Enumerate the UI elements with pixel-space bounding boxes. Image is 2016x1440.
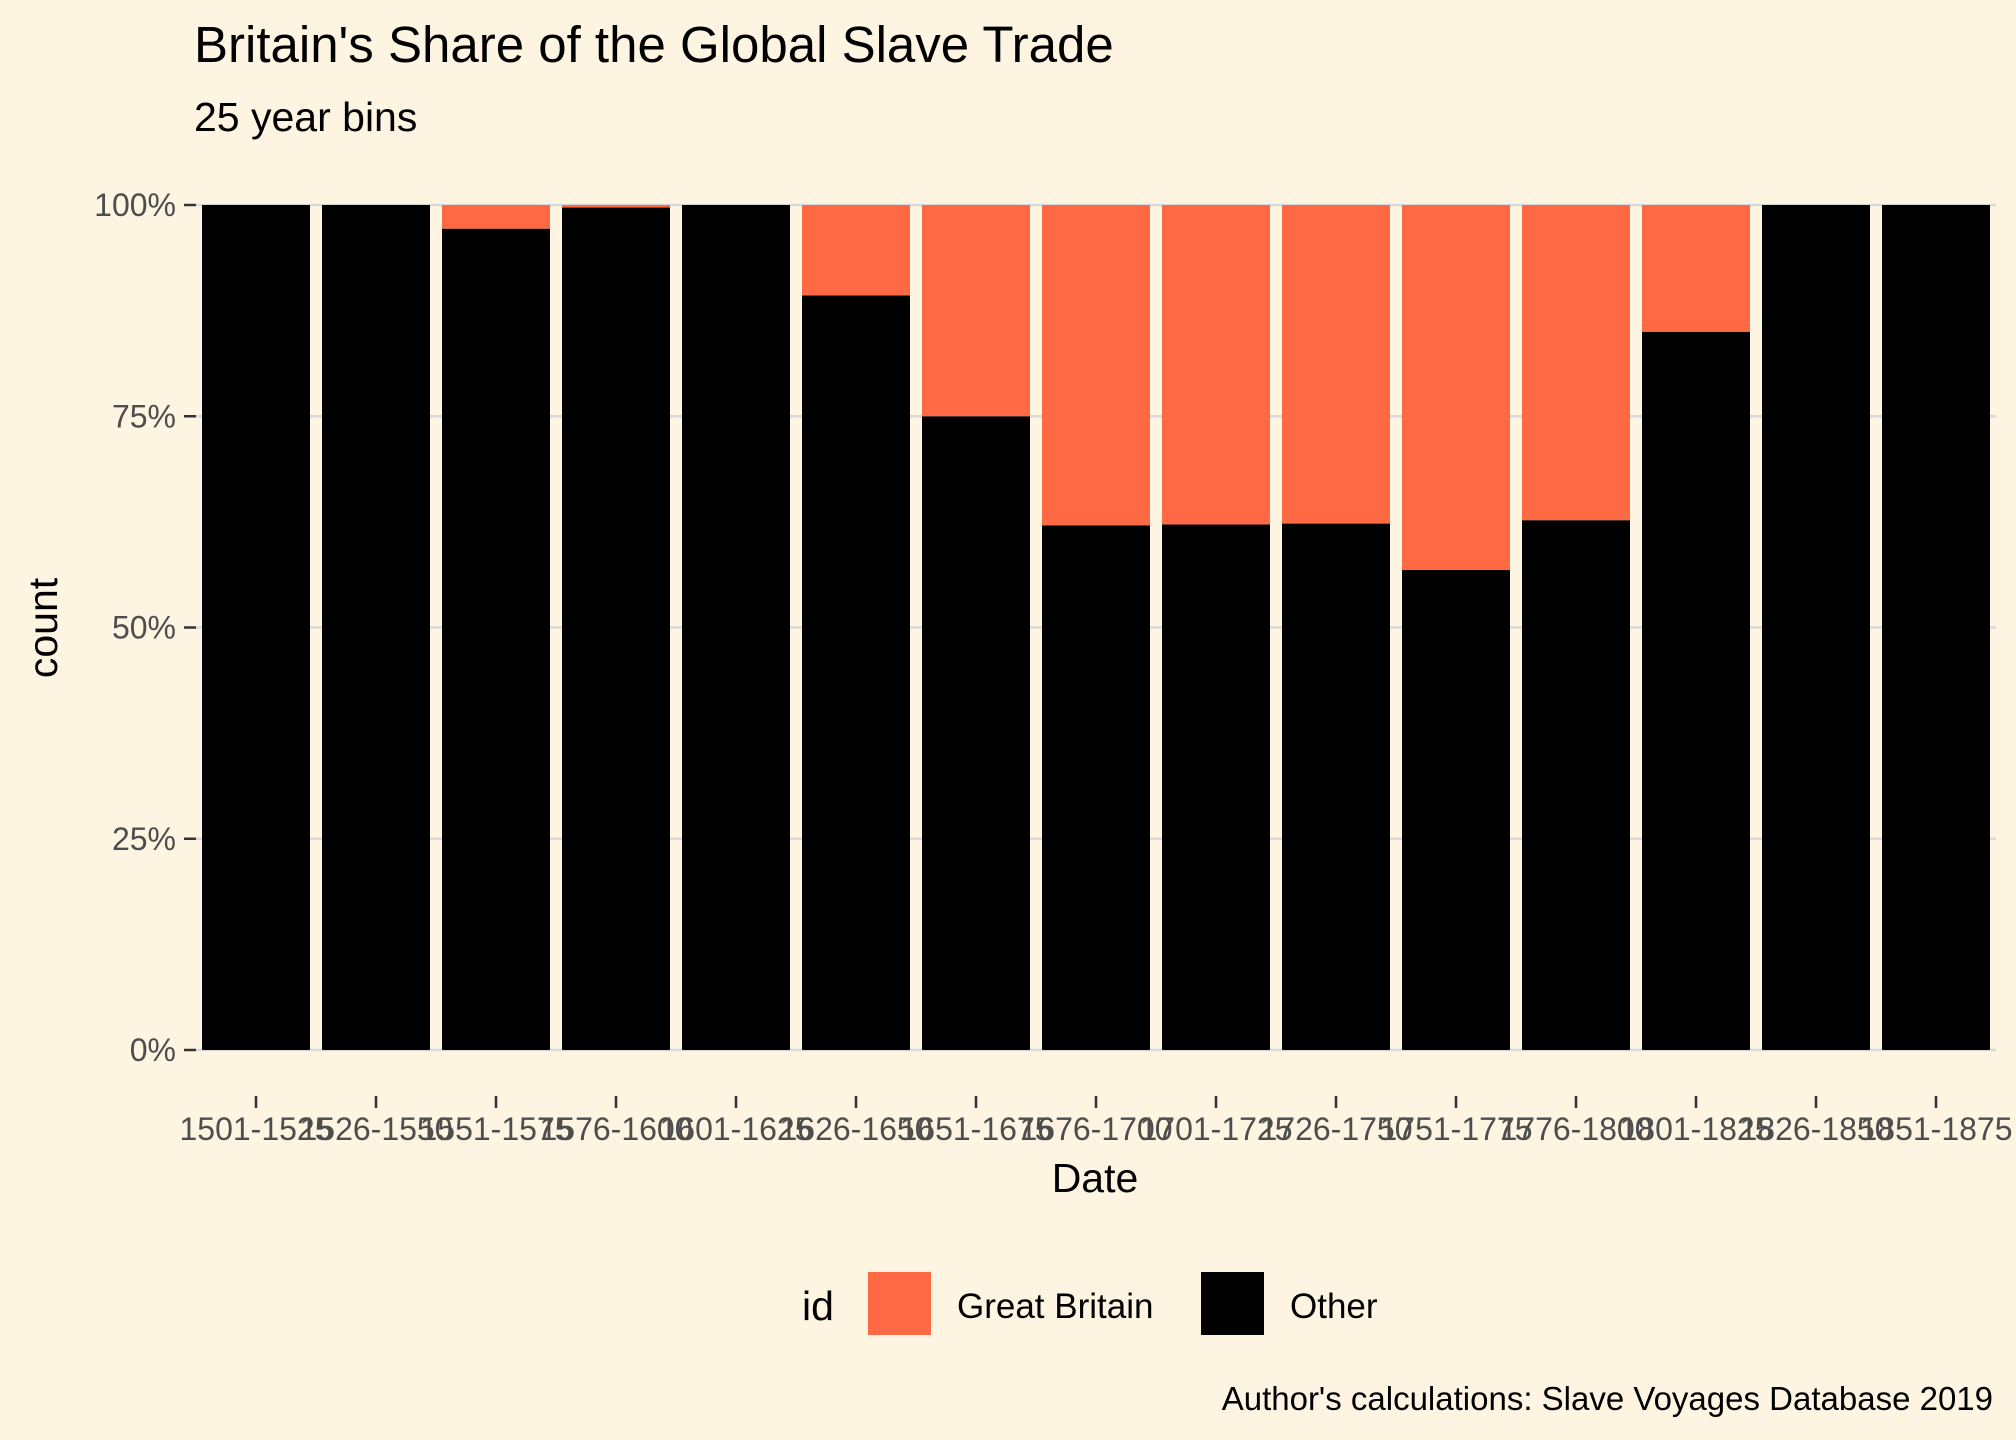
caption: Author's calculations: Slave Voyages Dat… — [1222, 1380, 1993, 1417]
legend-label-great-britain: Great Britain — [957, 1287, 1153, 1326]
bar-other-1551-1575 — [442, 228, 550, 1050]
x-tick-label-1726-1750: 1726-1750 — [1259, 1111, 1412, 1147]
bar-other-1726-1750 — [1282, 523, 1390, 1050]
bar-other-1776-1800 — [1522, 520, 1630, 1050]
y-tick-label-4: 100% — [94, 187, 176, 223]
x-tick-label-1701-1725: 1701-1725 — [1139, 1111, 1292, 1147]
x-tick-label-1601-1625: 1601-1625 — [659, 1111, 812, 1147]
bar-other-1601-1625 — [682, 205, 790, 1050]
bar-other-1626-1650 — [802, 295, 910, 1050]
bar-great-britain-1626-1650 — [802, 205, 910, 296]
x-tick-label-1751-1775: 1751-1775 — [1379, 1111, 1532, 1147]
bars — [202, 205, 1990, 1050]
x-tick-label-1626-1650: 1626-1650 — [779, 1111, 932, 1147]
bar-other-1851-1875 — [1882, 205, 1990, 1050]
bar-great-britain-1551-1575 — [442, 205, 550, 229]
legend-title: id — [802, 1283, 834, 1329]
bar-other-1751-1775 — [1402, 570, 1510, 1050]
bar-great-britain-1751-1775 — [1402, 205, 1510, 571]
chart-title: Britain's Share of the Global Slave Trad… — [194, 16, 1114, 73]
bar-other-1801-1825 — [1642, 331, 1750, 1050]
bar-great-britain-1701-1725 — [1162, 205, 1270, 525]
y-tick-label-2: 50% — [112, 610, 176, 646]
bar-great-britain-1676-1700 — [1042, 205, 1150, 526]
bar-other-1576-1600 — [562, 207, 670, 1050]
x-tick-label-1576-1600: 1576-1600 — [539, 1111, 692, 1147]
y-tick-label-1: 25% — [112, 821, 176, 857]
y-axis-title: count — [20, 577, 66, 678]
chart-subtitle: 25 year bins — [194, 94, 417, 140]
legend: id Great Britain Other — [802, 1272, 1378, 1335]
y-tick-label-3: 75% — [112, 398, 176, 434]
bar-other-1826-1850 — [1762, 205, 1870, 1050]
x-axis-title: Date — [1052, 1155, 1139, 1201]
x-tick-label-1851-1875: 1851-1875 — [1859, 1111, 2012, 1147]
bar-great-britain-1776-1800 — [1522, 205, 1630, 521]
bar-great-britain-1576-1600 — [562, 205, 670, 208]
bar-other-1701-1725 — [1162, 524, 1270, 1050]
x-tick-label-1551-1575: 1551-1575 — [419, 1111, 572, 1147]
x-tick-label-1826-1850: 1826-1850 — [1739, 1111, 1892, 1147]
y-tick-label-0: 0% — [130, 1032, 176, 1068]
legend-key-other — [1201, 1272, 1264, 1335]
y-axis: 0% 25% 50% 75% 100% — [94, 187, 196, 1068]
bar-great-britain-1651-1675 — [922, 205, 1030, 417]
bar-other-1676-1700 — [1042, 525, 1150, 1050]
bar-great-britain-1726-1750 — [1282, 205, 1390, 524]
x-tick-label-1526-1550: 1526-1550 — [299, 1111, 452, 1147]
x-tick-label-1676-1700: 1676-1700 — [1019, 1111, 1172, 1147]
legend-label-other: Other — [1290, 1287, 1378, 1326]
bar-other-1526-1550 — [322, 205, 430, 1050]
legend-key-great-britain — [868, 1272, 931, 1335]
x-tick-label-1776-1800: 1776-1800 — [1499, 1111, 1652, 1147]
bar-other-1651-1675 — [922, 416, 1030, 1050]
bar-great-britain-1801-1825 — [1642, 205, 1750, 332]
x-tick-label-1651-1675: 1651-1675 — [899, 1111, 1052, 1147]
bar-other-1501-1525 — [202, 205, 310, 1050]
x-tick-label-1501-1525: 1501-1525 — [179, 1111, 332, 1147]
x-tick-label-1801-1825: 1801-1825 — [1619, 1111, 1772, 1147]
x-axis: 1501-15251526-15501551-15751576-16001601… — [179, 1096, 2013, 1147]
